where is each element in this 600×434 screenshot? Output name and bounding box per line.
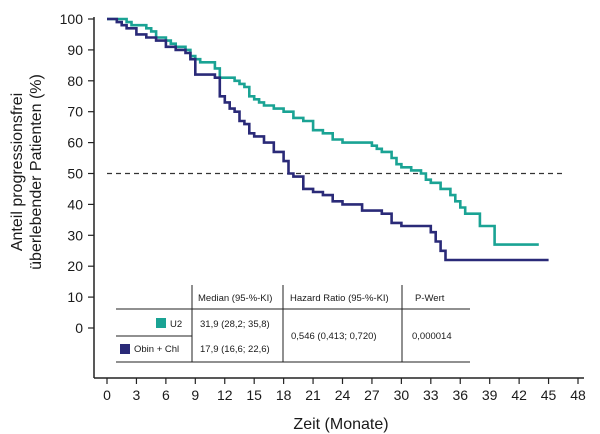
table-header-median: Median (95-%-KI) [198,293,272,304]
x-tick-label: 12 [217,387,233,403]
x-tick-label: 15 [246,387,262,403]
x-axis-title: Zeit (Monate) [293,416,388,433]
x-tick-label: 30 [394,387,410,403]
x-tick-label: 33 [423,387,439,403]
table-row-label-obin-chl: Obin + Chl [134,344,179,355]
y-tick-label: 20 [67,258,83,274]
y-tick-label: 10 [67,289,83,305]
y-tick-label: 0 [75,320,83,336]
y-tick-label: 90 [67,42,83,58]
y-axis-title-line-1: Anteil progressionsfrei [9,93,26,251]
y-tick-label: 30 [67,227,83,243]
table-median-u2: 31,9 (28,2; 35,8) [200,319,270,330]
x-tick-label: 27 [364,387,380,403]
x-tick-label: 6 [162,387,170,403]
y-tick-label: 60 [67,135,83,151]
table-row-label-u2: U2 [170,319,182,330]
x-tick-label: 39 [482,387,498,403]
statistics-table: Median (95-%-KI) Hazard Ratio (95-%-KI) … [116,285,470,363]
x-tick-label: 21 [305,387,321,403]
x-tick-label: 3 [133,387,141,403]
x-tick-label: 0 [103,387,111,403]
table-hazard-ratio-value: 0,546 (0,413; 0,720) [291,331,377,342]
y-axis-title-line-2: überlebender Patienten (%) [28,74,45,270]
x-tick-label: 48 [570,387,586,403]
x-tick-label: 24 [335,387,351,403]
legend-swatch-u2 [156,318,166,328]
x-tick-label: 42 [511,387,527,403]
y-tick-label: 50 [67,166,83,182]
y-tick-label: 80 [67,73,83,89]
x-tick-label: 18 [276,387,292,403]
series-line-u2 [107,17,539,246]
x-tick-label: 36 [452,387,468,403]
x-tick-label: 45 [541,387,557,403]
y-tick-label: 100 [60,11,84,27]
table-median-obin-chl: 17,9 (16,6; 22,6) [200,344,270,355]
table-p-value: 0,000014 [412,331,452,342]
series-line-obin-chl [107,17,549,262]
legend-swatch-obin-chl [120,344,130,354]
y-tick-label: 70 [67,104,83,120]
y-tick-label: 40 [67,196,83,212]
table-header-hazard-ratio: Hazard Ratio (95-%-KI) [290,293,389,304]
x-tick-label: 9 [191,387,199,403]
table-header-p-value: P-Wert [415,293,445,304]
